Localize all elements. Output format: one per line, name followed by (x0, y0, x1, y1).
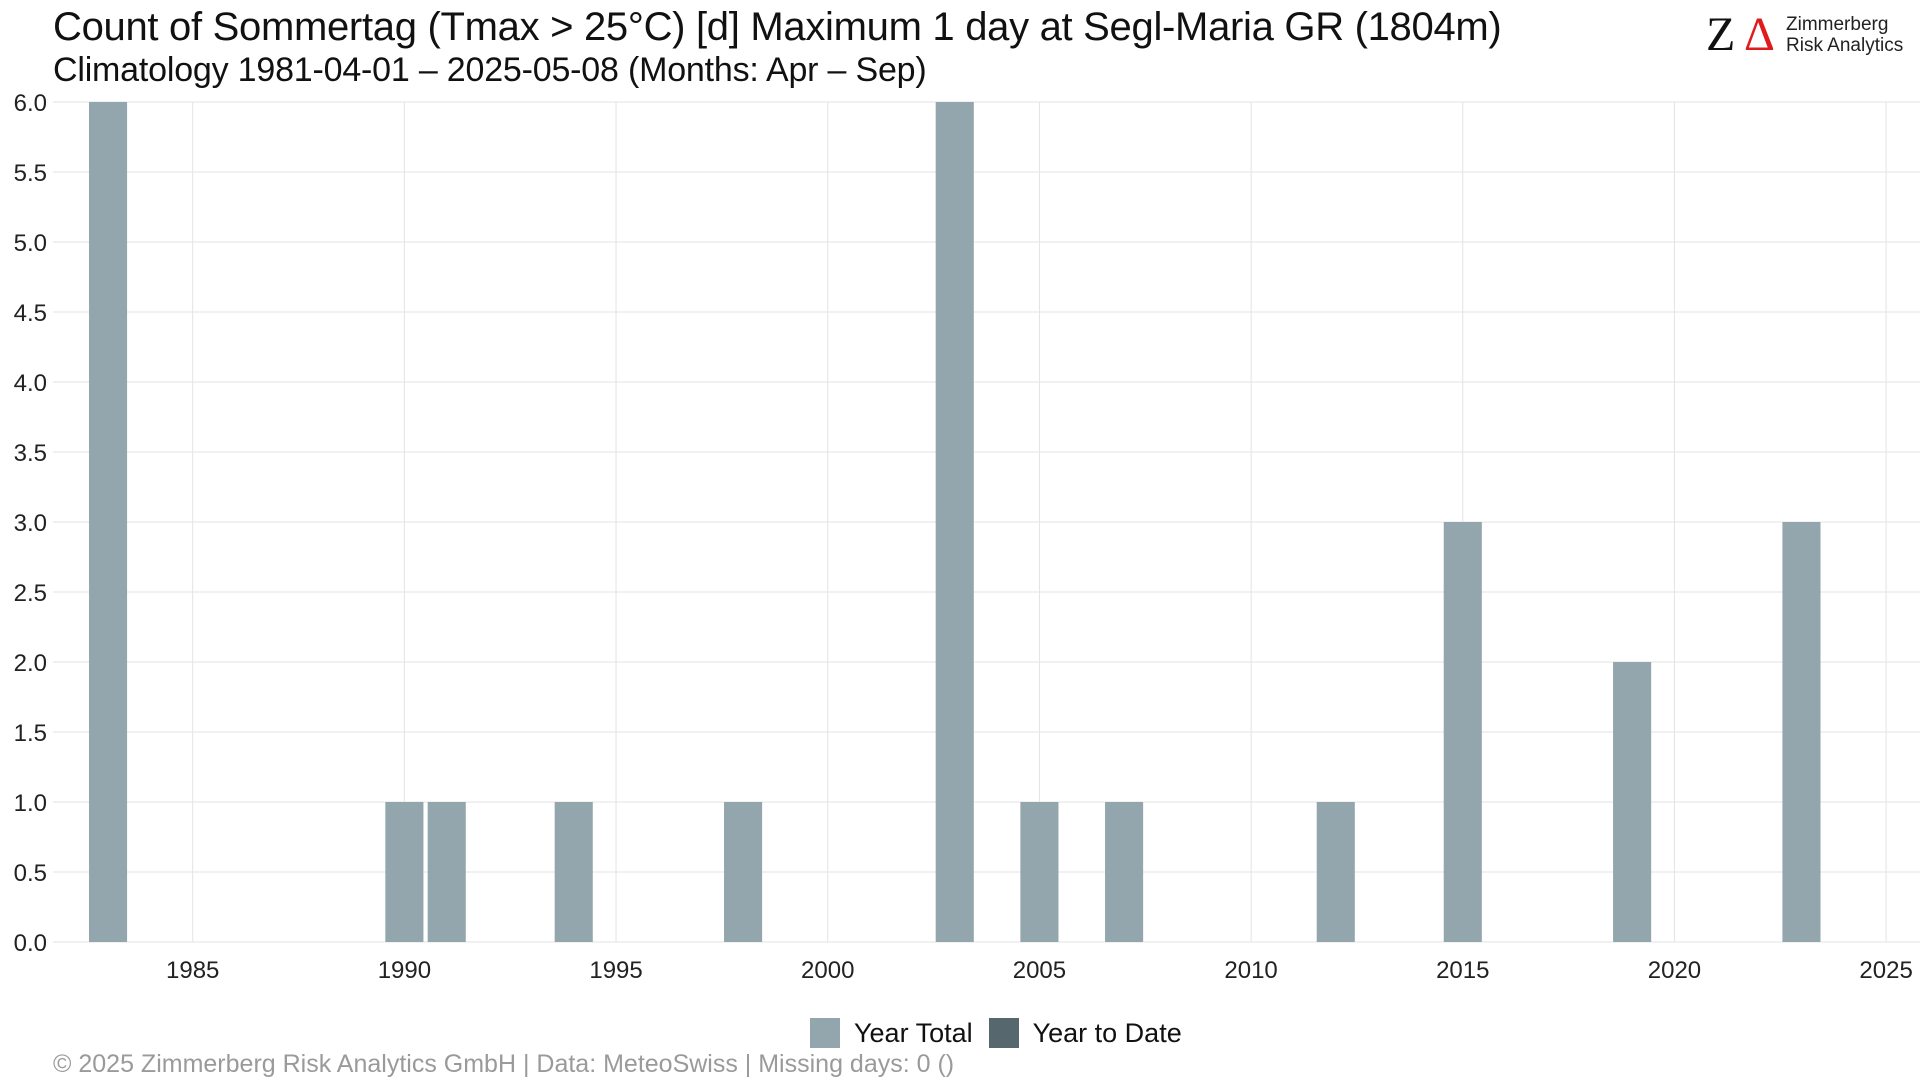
x-tick-label: 2005 (1013, 957, 1066, 984)
legend-item-year-to-date: Year to Date (988, 1017, 1182, 1049)
y-tick-label: 5.0 (14, 230, 47, 257)
x-tick-label: 2025 (1859, 957, 1912, 984)
logo-line-1: Zimmerberg (1786, 14, 1889, 35)
logo-text: Zimmerberg Risk Analytics (1786, 14, 1903, 56)
y-tick-label: 1.0 (14, 790, 47, 817)
x-tick-label: 2020 (1648, 957, 1701, 984)
x-tick-label: 2010 (1224, 957, 1277, 984)
legend-item-year-total: Year Total (810, 1018, 973, 1049)
x-tick-label: 2015 (1436, 957, 1489, 984)
y-tick-label: 0.0 (14, 930, 47, 957)
x-tick-label: 1985 (166, 957, 219, 984)
logo-line-2: Risk Analytics (1786, 35, 1904, 56)
bar-2003 (935, 102, 974, 942)
y-tick-label: 1.5 (14, 720, 47, 747)
bar-1990 (385, 802, 424, 942)
bar-2015 (1443, 522, 1482, 942)
copyright-footer: © 2025 Zimmerberg Risk Analytics GmbH | … (53, 1050, 955, 1078)
legend-swatch-year-total (810, 1018, 840, 1048)
logo-delta-mark: Δ (1744, 8, 1775, 61)
bar-1983 (88, 102, 128, 942)
y-tick-label: 5.5 (14, 160, 47, 187)
legend-label-year-total: Year Total (854, 1017, 973, 1048)
bar-2005 (1020, 802, 1059, 942)
bars (88, 102, 1821, 942)
y-tick-label: 0.5 (14, 860, 47, 887)
grid-lines (53, 101, 1920, 943)
y-tick-label: 3.5 (14, 440, 47, 467)
chart-legend: Year Total Year to Date (810, 1016, 1198, 1050)
y-tick-label: 6.0 (14, 90, 47, 117)
y-tick-label: 3.0 (14, 510, 47, 537)
bar-2023 (1782, 522, 1821, 942)
x-tick-label: 1995 (589, 957, 642, 984)
y-tick-label: 4.0 (14, 370, 47, 397)
y-tick-label: 4.5 (14, 300, 47, 327)
bar-1994 (554, 802, 593, 942)
x-tick-label: 1990 (378, 957, 431, 984)
legend-label-year-to-date: Year to Date (1032, 1017, 1182, 1048)
y-tick-label: 2.5 (14, 580, 47, 607)
bar-2012 (1316, 802, 1355, 942)
logo-z-mark: Z (1706, 8, 1736, 61)
y-axis-ticks: 0.0 0.5 1.0 1.5 2.0 2.5 3.0 3.5 4.0 4.5 5.0 5.5 6.0 (14, 90, 47, 957)
chart-subtitle: Climatology 1981-04-01 – 2025-05-08 (Mon… (53, 51, 927, 89)
legend-swatch-year-to-date (988, 1018, 1019, 1048)
company-logo: Z Δ Zimmerberg Risk Analytics (1706, 10, 1906, 60)
bar-1991 (427, 802, 466, 942)
bar-1998 (724, 802, 763, 942)
y-tick-label: 2.0 (14, 650, 47, 677)
x-axis-ticks: 1985 1990 1995 2000 2005 2010 2015 2020 2025 (166, 957, 1913, 984)
x-tick-label: 2000 (801, 957, 854, 984)
bar-2007 (1105, 802, 1144, 942)
bar-2019 (1613, 662, 1652, 942)
chart-title: Count of Sommertag (Tmax > 25°C) [d] Max… (53, 5, 1502, 49)
